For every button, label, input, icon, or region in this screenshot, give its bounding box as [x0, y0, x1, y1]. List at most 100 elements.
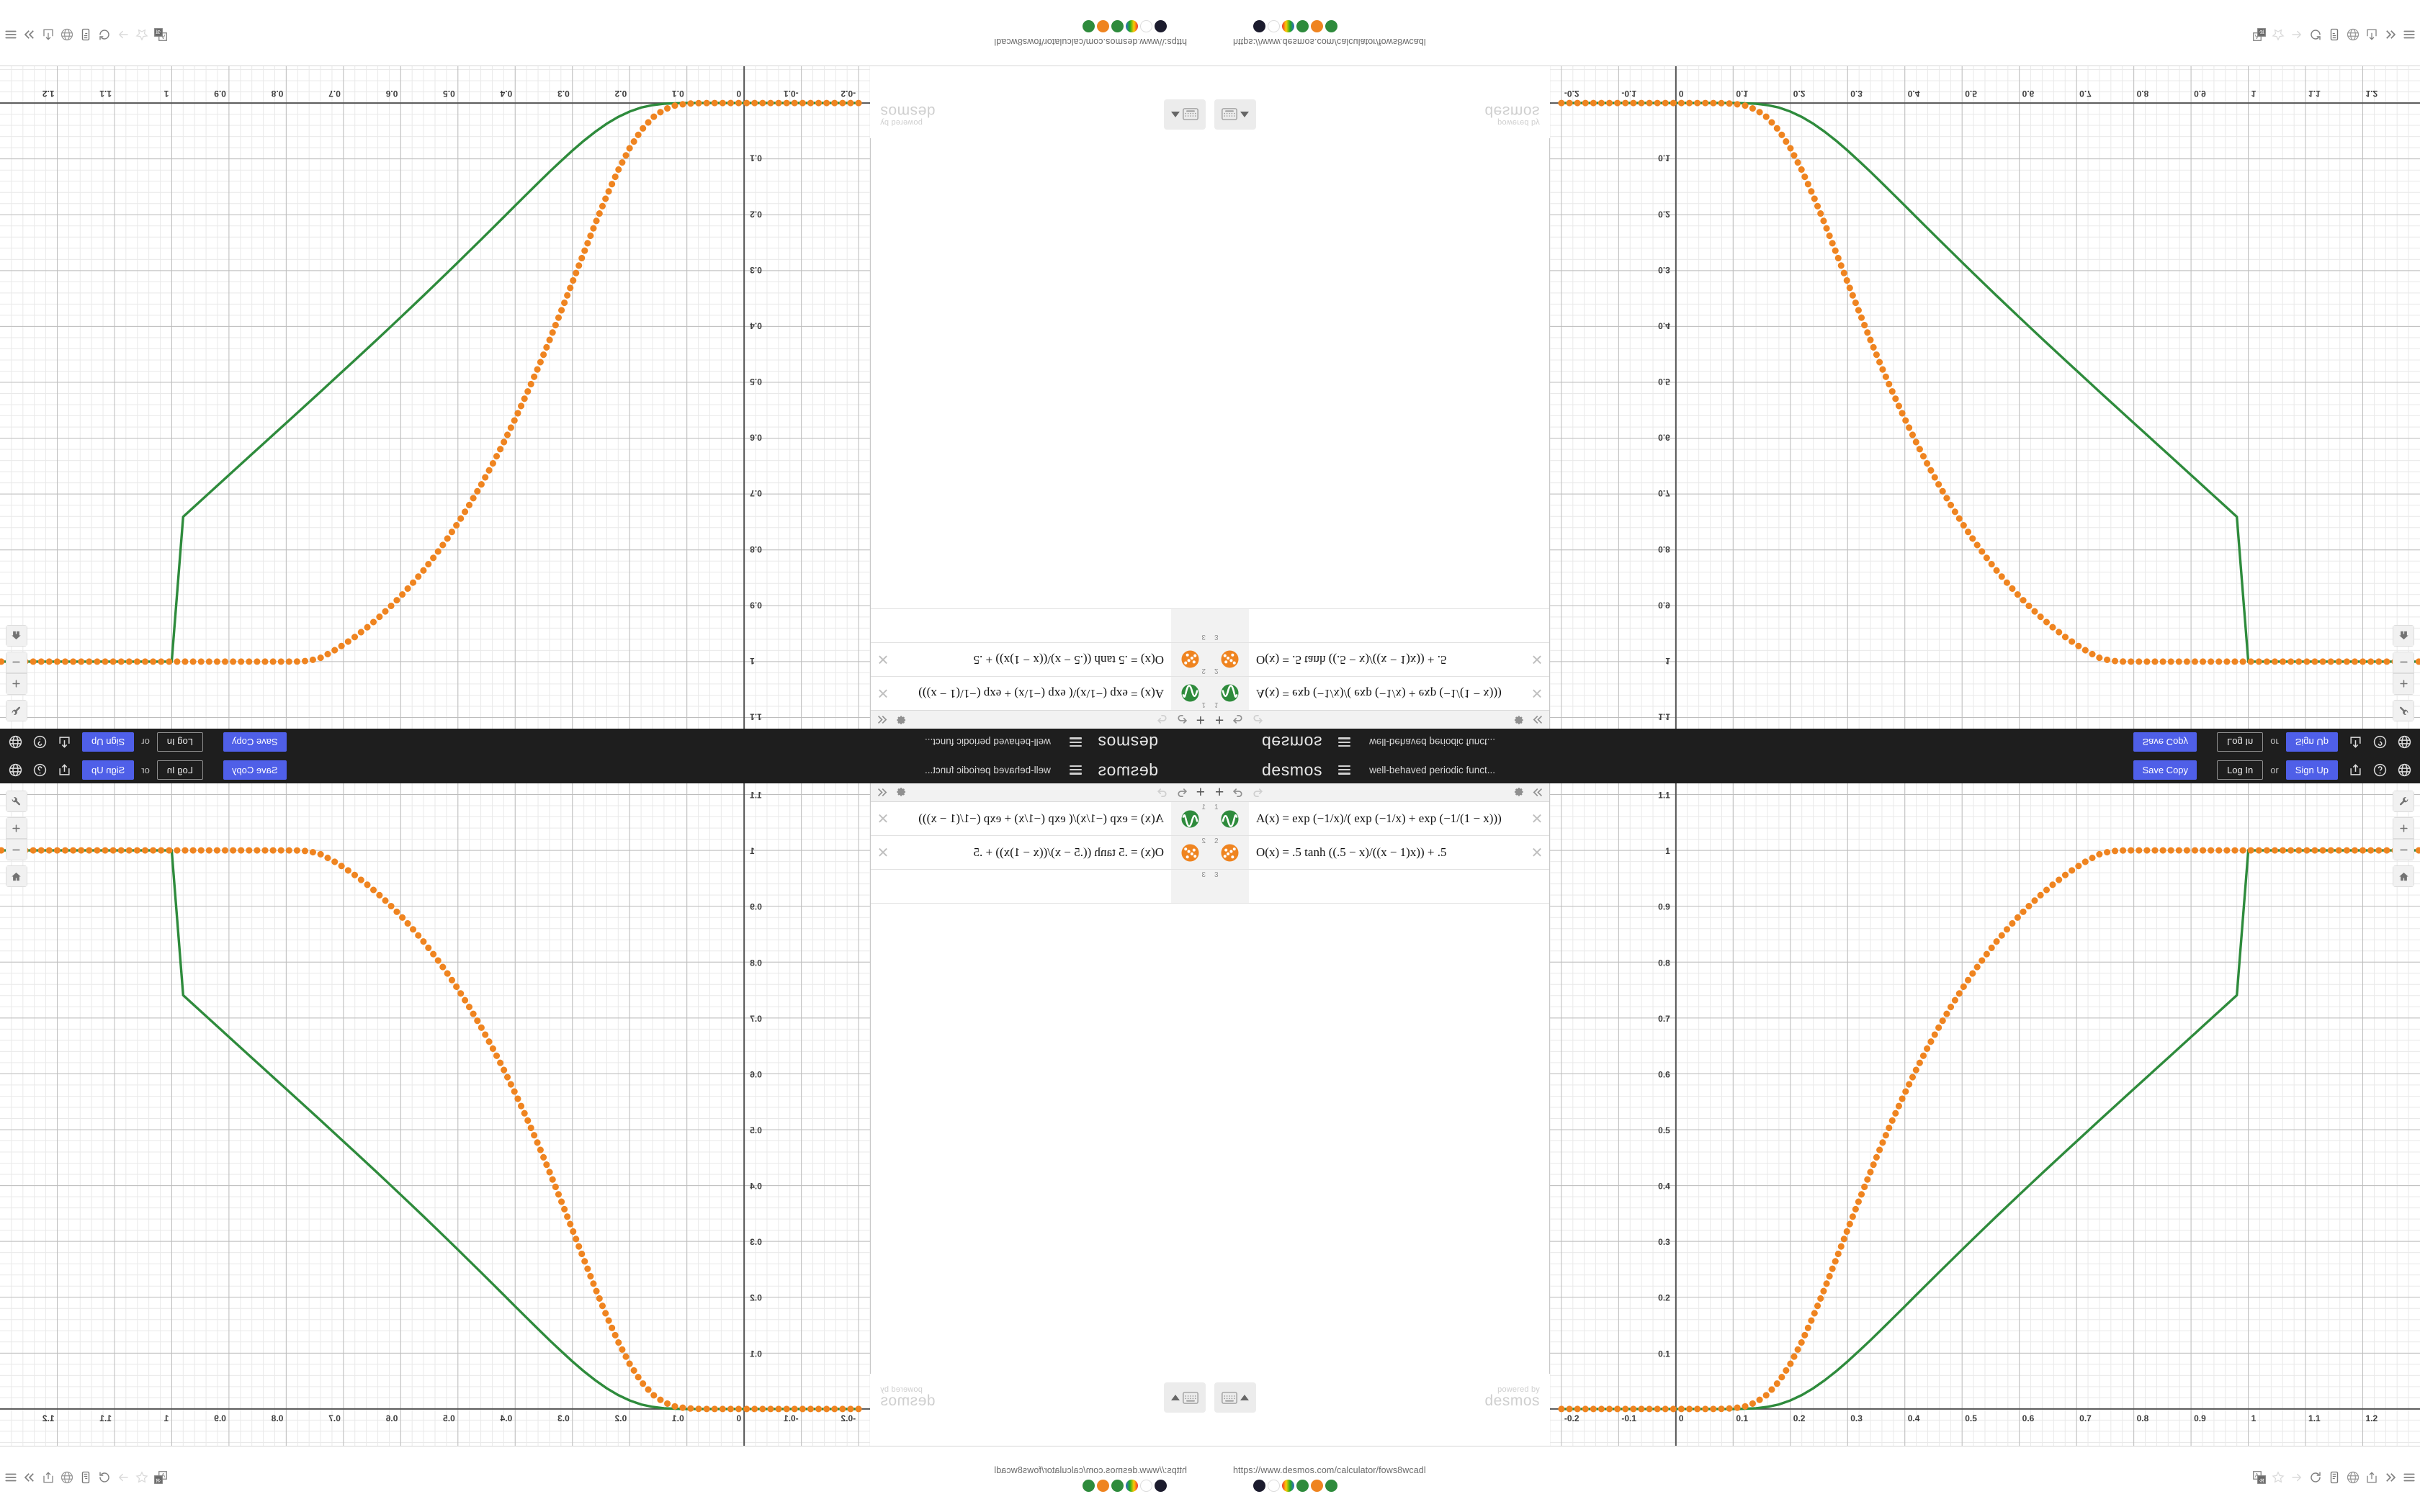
share-icon[interactable] — [2349, 736, 2362, 750]
expression-row-empty[interactable]: 3 — [871, 870, 1210, 904]
translate-icon[interactable]: Aअ — [154, 1471, 167, 1484]
expression-latex[interactable] — [1249, 609, 1549, 642]
expression-style-cell[interactable]: 2 — [1171, 643, 1210, 676]
bookmark-star-icon[interactable] — [2272, 28, 2285, 41]
expression-latex[interactable]: O(x) = .5 tanh ((.5 − x)/((x − 1)x)) + .… — [973, 653, 1164, 667]
dotted-curve-icon[interactable] — [1220, 650, 1239, 669]
dotted-curve-icon[interactable] — [1220, 843, 1239, 862]
keyboard-toggle-button[interactable] — [1164, 1382, 1206, 1413]
keyboard-toggle-button[interactable] — [1164, 99, 1206, 130]
wrench-tool-button[interactable] — [2393, 700, 2414, 721]
hamburger-menu-icon[interactable] — [1338, 737, 1351, 747]
bookmark-star-icon[interactable] — [135, 28, 148, 41]
chevrons-right-icon[interactable] — [23, 1471, 36, 1484]
url-bar[interactable]: https://www.desmos.com/calculator/fows8w… — [994, 37, 1187, 47]
bookmark-google-icon[interactable] — [1140, 20, 1152, 32]
wave-curve-icon[interactable] — [1220, 684, 1239, 703]
bookmark-desmos-green-icon[interactable] — [1296, 20, 1309, 32]
zoom-out-button[interactable] — [6, 652, 27, 673]
home-reset-button[interactable] — [2393, 625, 2414, 647]
bookmark-google-icon[interactable] — [1268, 20, 1280, 32]
chevrons-right-icon[interactable] — [2384, 1471, 2397, 1484]
help-icon[interactable] — [2373, 736, 2387, 750]
save-copy-button[interactable]: Save Copy — [223, 760, 287, 780]
close-icon[interactable]: ✕ — [1531, 845, 1543, 861]
wave-curve-icon[interactable] — [1181, 809, 1200, 828]
expression-style-cell[interactable]: 1 — [1171, 677, 1210, 710]
menu-icon[interactable] — [4, 28, 17, 41]
url-bar[interactable]: https://www.desmos.com/calculator/fows8w… — [1233, 37, 1426, 47]
chevrons-right-icon[interactable] — [2384, 28, 2397, 41]
close-icon[interactable]: ✕ — [877, 651, 889, 667]
expression-row[interactable]: 2 O(x) = .5 tanh ((.5 − x)/((x − 1)x)) +… — [1210, 642, 1549, 676]
close-icon[interactable]: ✕ — [877, 811, 889, 827]
wrench-tool-button[interactable] — [2393, 791, 2414, 812]
keyboard-toggle-button[interactable] — [1214, 1382, 1256, 1413]
bookmark-desmos-green2-icon[interactable] — [1083, 20, 1095, 32]
menu-icon[interactable] — [2403, 28, 2416, 41]
wrench-tool-button[interactable] — [6, 791, 27, 812]
wrench-tool-button[interactable] — [6, 700, 27, 721]
desmos-logo[interactable]: desmos — [1097, 733, 1158, 752]
sign-up-button[interactable]: Sign Up — [82, 760, 135, 780]
expression-latex[interactable] — [871, 609, 1171, 642]
globe-icon[interactable] — [2347, 28, 2360, 41]
keyboard-toggle-button[interactable] — [1214, 99, 1256, 130]
language-globe-icon[interactable] — [2398, 763, 2411, 777]
dotted-curve-icon[interactable] — [1181, 843, 1200, 862]
expression-latex[interactable]: O(x) = .5 tanh ((.5 − x)/((x − 1)x)) + .… — [1256, 845, 1447, 859]
expression-row[interactable]: 2 O(x) = .5 tanh ((.5 − x)/((x − 1)x)) +… — [871, 836, 1210, 870]
expression-row[interactable]: 2 O(x) = .5 tanh ((.5 − x)/((x − 1)x)) +… — [1210, 836, 1549, 870]
log-in-button[interactable]: Log In — [2217, 760, 2264, 780]
menu-icon[interactable] — [2403, 1471, 2416, 1484]
add-expression-button[interactable]: + — [1215, 784, 1224, 801]
expression-latex[interactable]: A(x) = exp (−1/x)/( exp (−1/x) + exp (−1… — [1256, 687, 1502, 701]
share-icon[interactable] — [2365, 28, 2378, 41]
hamburger-menu-icon[interactable] — [1338, 765, 1351, 775]
graph-title[interactable]: well-behaved periodic funct... — [925, 764, 1051, 775]
share-icon[interactable] — [2365, 1471, 2378, 1484]
help-icon[interactable] — [2373, 763, 2387, 777]
bookmark-b-icon[interactable] — [1253, 1480, 1265, 1492]
zoom-in-button[interactable] — [2393, 817, 2414, 839]
bookmark-google-icon[interactable] — [1268, 1480, 1280, 1492]
home-reset-button[interactable] — [6, 865, 27, 887]
globe-icon[interactable] — [2347, 1471, 2360, 1484]
bookmark-b-icon[interactable] — [1253, 20, 1265, 32]
zoom-out-button[interactable] — [6, 839, 27, 860]
bookmark-desmos-green2-icon[interactable] — [1083, 1480, 1095, 1492]
desmos-logo[interactable]: desmos — [1262, 760, 1323, 779]
redo-icon[interactable] — [1157, 786, 1169, 798]
forward-arrow-icon[interactable] — [2290, 28, 2303, 41]
share-icon[interactable] — [58, 736, 71, 750]
graph-title[interactable]: well-behaved periodic funct... — [1369, 764, 1495, 775]
reload-icon[interactable] — [2309, 28, 2322, 41]
menu-icon[interactable] — [4, 1471, 17, 1484]
reader-icon[interactable] — [2328, 28, 2341, 41]
reload-icon[interactable] — [2309, 1471, 2322, 1484]
gear-icon[interactable] — [1513, 786, 1525, 798]
expression-style-cell[interactable]: 1 — [1171, 802, 1210, 835]
forward-arrow-icon[interactable] — [117, 1471, 130, 1484]
language-globe-icon[interactable] — [2398, 736, 2411, 750]
bookmark-desmos-green-icon[interactable] — [1111, 20, 1124, 32]
wave-curve-icon[interactable] — [1181, 684, 1200, 703]
add-expression-button[interactable]: + — [1196, 711, 1205, 728]
zoom-out-button[interactable] — [2393, 839, 2414, 860]
home-reset-button[interactable] — [2393, 865, 2414, 887]
close-icon[interactable]: ✕ — [1531, 651, 1543, 667]
redo-icon[interactable] — [1157, 714, 1169, 726]
expression-latex[interactable]: O(x) = .5 tanh ((.5 − x)/((x − 1)x)) + .… — [1256, 653, 1447, 667]
expression-style-cell[interactable]: 1 — [1210, 677, 1249, 710]
home-reset-button[interactable] — [6, 625, 27, 647]
desmos-logo[interactable]: desmos — [1262, 733, 1323, 752]
sign-up-button[interactable]: Sign Up — [2285, 760, 2338, 780]
reload-icon[interactable] — [98, 28, 111, 41]
expression-style-cell[interactable]: 2 — [1171, 836, 1210, 869]
bookmark-desmos-green-icon[interactable] — [1111, 1480, 1124, 1492]
translate-icon[interactable]: Aअ — [154, 28, 167, 41]
expression-style-cell[interactable]: 1 — [1210, 802, 1249, 835]
translate-icon[interactable]: Aअ — [2253, 28, 2266, 41]
bookmark-desmos-orange-icon[interactable] — [1097, 20, 1109, 32]
language-globe-icon[interactable] — [9, 736, 22, 750]
